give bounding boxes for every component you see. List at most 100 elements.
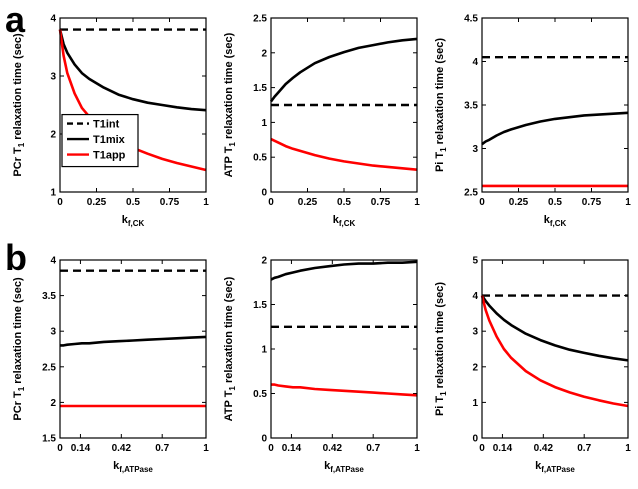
chart-svg: 0 0.14 0.42 0.7 1 0 0.5 1 1.5 2 kf,ATPase ATP T1 re… [223, 256, 420, 475]
svg-text:3: 3 [50, 327, 56, 338]
x-axis-label: kf,CK [544, 214, 567, 228]
svg-text:4: 4 [472, 57, 478, 68]
svg-text:0.25: 0.25 [298, 197, 318, 208]
svg-text:4: 4 [50, 256, 56, 267]
svg-text:4.5: 4.5 [464, 14, 478, 25]
chart-svg: 0 0.25 0.5 0.75 1 2.5 3 3.5 4 4.5 kf,CK Pi T1 relax… [434, 14, 631, 229]
y-axis-label: Pi T1 relaxation time (sec) [434, 38, 448, 172]
svg-text:2: 2 [50, 130, 56, 141]
chart-pcr-vs-kfck: 0 0.25 0.5 0.75 1 1 2 3 4 kf,CK PCr T1 relaxation … [8, 10, 211, 238]
svg-text:0: 0 [57, 197, 63, 208]
svg-text:1: 1 [625, 443, 631, 454]
svg-text:T1app: T1app [93, 150, 126, 162]
x-axis-label: kf,ATPase [324, 460, 364, 474]
series-t1app [480, 295, 629, 408]
chart-pi-vs-kfck: 0 0.25 0.5 0.75 1 2.5 3 3.5 4 4.5 kf,CK Pi T1 relax… [430, 10, 633, 238]
series-t1app [271, 383, 418, 397]
svg-text:3.5: 3.5 [42, 291, 56, 302]
svg-text:3.5: 3.5 [464, 101, 478, 112]
svg-text:0.25: 0.25 [509, 197, 529, 208]
svg-text:1.5: 1.5 [42, 434, 56, 445]
svg-text:1: 1 [261, 345, 267, 356]
x-axis-label: kf,ATPase [113, 460, 153, 474]
svg-text:T1mix: T1mix [93, 134, 126, 146]
svg-text:0.5: 0.5 [337, 197, 351, 208]
y-axis-label: Pi T1 relaxation time (sec) [434, 282, 448, 416]
svg-text:0.7: 0.7 [366, 443, 380, 454]
x-axis-label: kf,CK [333, 214, 356, 228]
svg-text:0.75: 0.75 [160, 197, 180, 208]
svg-text:2: 2 [50, 398, 56, 409]
svg-text:3: 3 [472, 327, 478, 338]
svg-text:1: 1 [472, 398, 478, 409]
svg-text:2.5: 2.5 [253, 14, 267, 25]
y-axis-label: PCr T1 relaxation time (sec) [12, 33, 26, 177]
svg-text:0: 0 [472, 434, 478, 445]
svg-text:0: 0 [57, 443, 63, 454]
panel-label-b: b [5, 237, 27, 278]
chart-pcr-vs-kfatpase: 0 0.14 0.42 0.7 1 1.5 2 2.5 3 3.5 4 kf,ATPase PCr T1… [8, 252, 211, 484]
svg-text:0.5: 0.5 [253, 153, 267, 164]
y-axis-label: ATP T1 relaxation time (sec) [223, 276, 237, 421]
svg-text:1: 1 [261, 118, 267, 129]
chart-svg: 0 0.14 0.42 0.7 1 0 1 2 3 4 5 kf,ATPase Pi T1 relaxa… [434, 256, 631, 475]
chart-svg: 0 0.14 0.42 0.7 1 1.5 2 2.5 3 3.5 4 kf,ATPase PCr T1… [12, 256, 209, 475]
svg-text:0.75: 0.75 [371, 197, 391, 208]
svg-text:1: 1 [625, 197, 631, 208]
x-axis-label: kf,ATPase [535, 460, 575, 474]
svg-text:0: 0 [268, 197, 274, 208]
svg-text:0.5: 0.5 [126, 197, 140, 208]
svg-text:1: 1 [414, 443, 420, 454]
series-t1app [270, 137, 418, 171]
svg-text:2: 2 [261, 256, 267, 267]
svg-text:0.14: 0.14 [282, 443, 302, 454]
svg-text:5: 5 [472, 256, 478, 267]
svg-text:2.5: 2.5 [42, 362, 56, 373]
svg-text:T1int: T1int [93, 119, 120, 131]
series-t1mix [269, 37, 418, 103]
svg-text:0.42: 0.42 [534, 443, 554, 454]
svg-text:0.14: 0.14 [71, 443, 91, 454]
chart-pi-vs-kfatpase: 0 0.14 0.42 0.7 1 0 1 2 3 4 5 kf,ATPase Pi T1 relaxa… [430, 252, 633, 484]
svg-text:4: 4 [472, 291, 478, 302]
y-axis-label: ATP T1 relaxation time (sec) [223, 32, 237, 177]
svg-text:1: 1 [203, 197, 209, 208]
svg-text:0.5: 0.5 [253, 389, 267, 400]
svg-text:0.42: 0.42 [112, 443, 132, 454]
svg-text:1: 1 [414, 197, 420, 208]
svg-text:0: 0 [261, 188, 267, 199]
panel-label-a: a [5, 0, 26, 40]
svg-text:0.42: 0.42 [323, 443, 343, 454]
svg-text:0.7: 0.7 [155, 443, 169, 454]
chart-svg: 0 0.25 0.5 0.75 1 1 2 3 4 kf,CK PCr T1 relaxation … [12, 14, 209, 229]
svg-text:1.5: 1.5 [253, 300, 267, 311]
chart-atp-vs-kfatpase: 0 0.14 0.42 0.7 1 0 0.5 1 1.5 2 kf,ATPase ATP T1 re… [219, 252, 422, 484]
svg-text:0: 0 [268, 443, 274, 454]
svg-text:0.7: 0.7 [577, 443, 591, 454]
svg-text:3: 3 [50, 72, 56, 83]
chart-atp-vs-kfck: 0 0.25 0.5 0.75 1 0 0.5 1 1.5 2 2.5 kf,CK ATP T1 rel… [219, 10, 422, 238]
series-t1mix [58, 29, 207, 112]
svg-text:1: 1 [50, 188, 56, 199]
svg-text:3: 3 [472, 144, 478, 155]
svg-text:1: 1 [203, 443, 209, 454]
svg-text:0: 0 [479, 197, 485, 208]
x-axis-label: kf,CK [122, 214, 145, 228]
series-t1mix [480, 294, 629, 362]
svg-text:0.14: 0.14 [493, 443, 513, 454]
svg-text:2: 2 [472, 362, 478, 373]
svg-text:1.5: 1.5 [253, 83, 267, 94]
svg-text:0.25: 0.25 [87, 197, 107, 208]
series-t1mix [481, 111, 629, 146]
svg-text:0.5: 0.5 [548, 197, 562, 208]
svg-text:0: 0 [479, 443, 485, 454]
svg-text:0.75: 0.75 [582, 197, 602, 208]
series-t1mix [270, 260, 418, 281]
y-axis-label: PCr T1 relaxation time (sec) [12, 277, 26, 421]
legend: T1int T1mix T1app [61, 113, 139, 168]
series-t1mix [60, 335, 207, 347]
svg-text:4: 4 [50, 14, 56, 25]
svg-text:2: 2 [261, 48, 267, 59]
chart-svg: 0 0.25 0.5 0.75 1 0 0.5 1 1.5 2 2.5 kf,CK ATP T1 rel… [223, 14, 420, 229]
svg-text:2.5: 2.5 [464, 188, 478, 199]
